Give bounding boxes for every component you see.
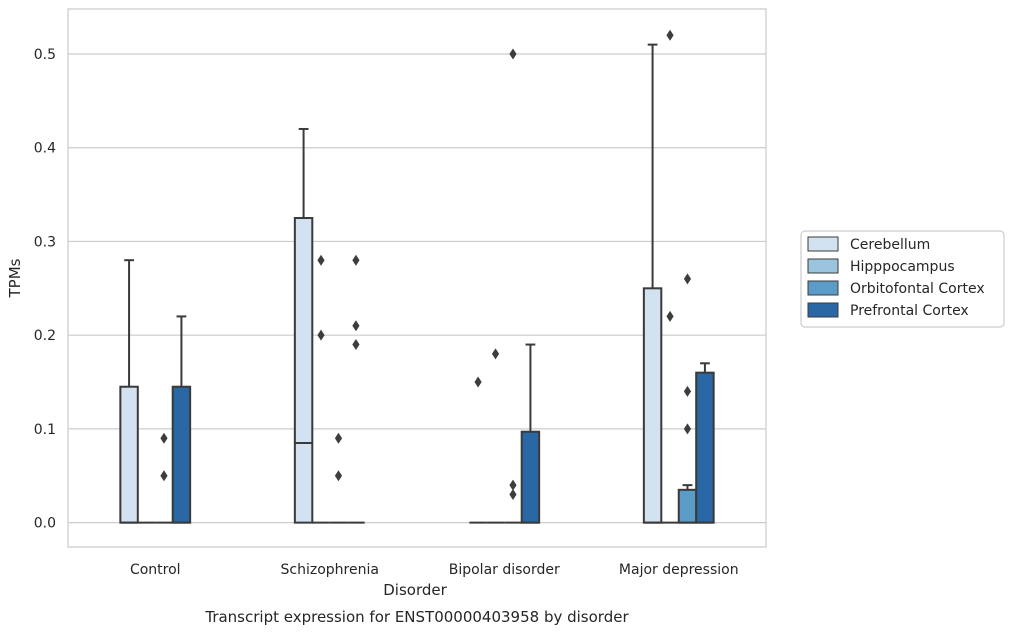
box-2-3 — [677, 484, 698, 524]
x-tick-label: Bipolar disorder — [449, 562, 560, 578]
legend-swatch — [807, 280, 839, 296]
x-tick-labels: Control Schizophrenia Bipolar disorder Majo… — [130, 562, 739, 578]
legend-swatch — [807, 302, 839, 318]
y-tick-labels: 0.0 0.1 0.2 0.3 0.4 0.5 — [34, 47, 56, 532]
plot-frame — [67, 8, 767, 548]
outlier-point — [160, 470, 168, 482]
outlier-point — [666, 29, 674, 41]
legend-label: Cerebellum — [850, 237, 930, 253]
box-layer — [119, 43, 715, 524]
outlier-point — [334, 470, 343, 482]
box-rect — [642, 287, 663, 524]
legend-swatch — [807, 258, 839, 274]
chart-title: Transcript expression for ENST0000040395… — [204, 608, 629, 626]
box-rect — [293, 217, 314, 524]
box-0-1 — [293, 127, 314, 524]
outlier-point — [352, 339, 360, 351]
outlier-point — [317, 254, 325, 266]
box-0-3 — [642, 43, 663, 524]
box-3-0 — [171, 315, 192, 524]
legend-swatch — [807, 236, 839, 252]
x-axis-label: Disorder — [383, 581, 447, 599]
x-tick-label: Control — [130, 562, 181, 578]
flier-layer — [160, 29, 692, 501]
y-axis-label: TPMs — [6, 258, 24, 298]
outlier-point — [509, 479, 517, 491]
legend-label: Hipppocampus — [850, 259, 955, 275]
outlier-point — [509, 489, 517, 501]
box-rect — [520, 430, 541, 524]
box-3-2 — [520, 343, 541, 524]
outlier-point — [683, 423, 692, 435]
outlier-point — [683, 385, 692, 397]
box-rect — [171, 385, 192, 524]
outlier-point — [491, 348, 500, 360]
box-3-3 — [695, 362, 715, 524]
outlier-point — [666, 310, 674, 322]
outlier-point — [474, 376, 482, 388]
outlier-point — [352, 254, 360, 266]
y-tick-label: 0.0 — [34, 516, 56, 532]
box-rect — [119, 385, 139, 524]
y-tick-label: 0.4 — [34, 141, 56, 157]
x-tick-label: Major depression — [619, 562, 739, 578]
outlier-point — [683, 273, 692, 285]
outlier-point — [334, 432, 343, 444]
y-tick-label: 0.5 — [34, 47, 56, 63]
outlier-point — [317, 329, 325, 341]
box-0-0 — [119, 259, 139, 524]
legend-label: Prefrontal Cortex — [850, 303, 969, 319]
x-tick-label: Schizophrenia — [281, 562, 379, 578]
y-tick-label: 0.3 — [34, 234, 56, 250]
y-tick-label: 0.2 — [34, 328, 56, 344]
outlier-point — [352, 320, 360, 332]
legend-label: Orbitofontal Cortex — [850, 281, 985, 297]
legend-frame — [800, 230, 1005, 328]
y-tick-label: 0.1 — [34, 422, 56, 438]
box-rect — [677, 488, 698, 524]
outlier-point — [509, 48, 517, 60]
outlier-point — [160, 432, 168, 444]
legend: Cerebellum Hipppocampus Orbitofontal Corte… — [800, 230, 1005, 328]
box-rect — [695, 371, 715, 524]
